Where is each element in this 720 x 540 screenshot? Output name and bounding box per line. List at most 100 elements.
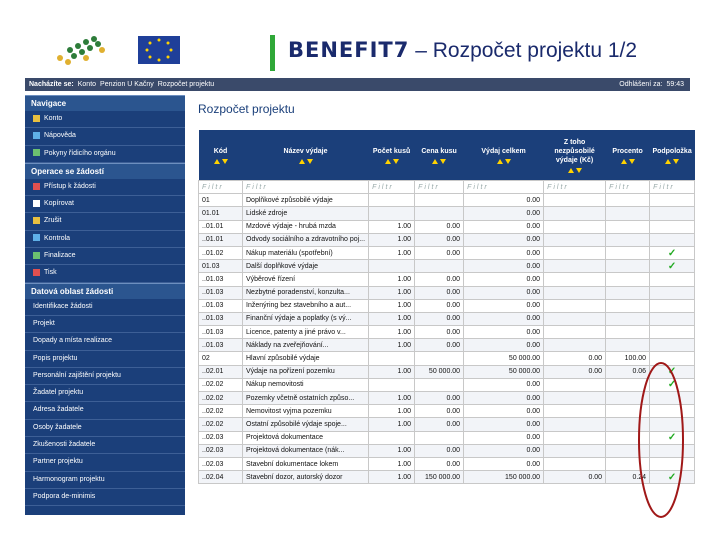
sidebar-item-label: Kopírovat	[44, 200, 74, 208]
sidebar-item[interactable]: Konto	[25, 111, 185, 129]
table-row[interactable]: 02 Hlavní způsobilé výdaje 50 000.00 0.00 10…	[198, 351, 696, 366]
column-header[interactable]: Výdaj celkem	[463, 130, 544, 181]
table-row[interactable]: ..01.03 Nezbytné poradenství, konzulta...…	[198, 285, 696, 300]
table-row[interactable]: ..02.01 Výdaje na pořízení pozemku 1.00 50 …	[198, 364, 696, 379]
cell: 1.00	[368, 219, 416, 234]
breadcrumb-item[interactable]: Penzion U Kačny	[100, 81, 154, 88]
cell: ..01.03	[198, 325, 243, 340]
table-row[interactable]: ..01.03 Výběrové řízení 1.00 0.00 0.00	[198, 272, 696, 287]
sidebar-item[interactable]: Projekt	[25, 316, 185, 334]
filter-input[interactable]: Filtr	[605, 179, 651, 195]
filter-input[interactable]: Filtr	[414, 179, 465, 195]
table-row[interactable]: ..02.04 Stavební dozor, autorský dozor 1.0…	[198, 470, 696, 485]
column-header[interactable]: Z toho nezpůsobilé výdaje (Kč)	[543, 130, 606, 181]
sidebar-item[interactable]: Adresa žadatele	[25, 402, 185, 420]
filter-input[interactable]: Filtr	[463, 179, 545, 195]
sidebar-item[interactable]: Žadatel projektu	[25, 385, 185, 403]
cell	[649, 311, 696, 327]
table-row[interactable]: ..01.03 Náklady na zveřejňování... 1.00 0.0…	[198, 338, 696, 353]
table-row[interactable]: ..01.01 Odvody sociálního a zdravotního p…	[198, 232, 696, 247]
column-header[interactable]: Počet kusů	[368, 130, 415, 181]
column-header[interactable]: Název výdaje	[242, 130, 369, 181]
filter-row: Filtr Filtr Filtr Filtr Filtr Filtr Filtr Filtr	[198, 179, 696, 195]
column-header[interactable]: Procento	[605, 130, 650, 181]
cell: 0.00	[463, 272, 545, 287]
cell	[368, 193, 416, 208]
cell: 1.00	[368, 272, 416, 287]
table-row[interactable]: ..02.03 Stavební dokumentace lokem 1.00 0.0…	[198, 456, 696, 472]
table-row[interactable]: 01.01 Lidské zdroje 0.00	[198, 206, 696, 221]
filter-input[interactable]: Filtr	[241, 179, 370, 195]
sort-arrows[interactable]	[664, 158, 680, 164]
sidebar-item[interactable]: Kontrola	[25, 231, 185, 249]
cell: 0.00	[463, 377, 545, 393]
table-row[interactable]: ..02.02 Nemovitost vyjma pozemku 1.00 0.00 0…	[198, 404, 696, 419]
sidebar-item[interactable]: Identifikace žádosti	[25, 299, 185, 316]
sort-arrows[interactable]	[620, 158, 636, 164]
sort-arrows[interactable]	[298, 158, 314, 164]
sort-arrows[interactable]	[496, 158, 512, 164]
sidebar-item[interactable]: Podpora de-minimis	[25, 489, 185, 507]
sidebar-item[interactable]: Tisk	[25, 265, 185, 283]
sort-arrows[interactable]	[384, 158, 400, 164]
cell	[605, 232, 651, 247]
subtitle: – Rozpočet projektu 1/2	[415, 39, 638, 62]
table-row[interactable]: 01 Doplňkové způsobilé výdaje 0.00	[198, 193, 696, 208]
cell	[543, 298, 607, 313]
breadcrumb-item[interactable]: Konto	[77, 81, 97, 88]
sidebar-item[interactable]: Finalizace	[25, 248, 185, 266]
cell	[605, 272, 651, 287]
table-row[interactable]: ..01.01 Mzdové výdaje - hrubá mzda 1.00 0.0…	[198, 219, 696, 234]
column-header[interactable]: Podpoložka	[649, 130, 695, 181]
budget-table: Kód Název výdaje Počet kusů Cena kusu Výdaj …	[198, 130, 696, 485]
breadcrumb: Nacházíte se: Konto Penzion U Kačny Rozpoče…	[25, 78, 690, 91]
sidebar-item[interactable]: Pokyny řídicího orgánu	[25, 146, 185, 163]
cell	[368, 206, 416, 221]
table-row[interactable]: ..02.02 Ostatní způsobilé výdaje spoje...…	[198, 417, 696, 432]
filter-input[interactable]: Filtr	[543, 179, 607, 195]
sidebar-item[interactable]: Zkušenosti žadatele	[25, 437, 185, 455]
sort-arrows[interactable]	[213, 158, 229, 164]
table-row[interactable]: ..02.03 Projektová dokumentace 0.00 ✓	[198, 430, 696, 445]
cell: 0.00	[543, 364, 607, 379]
table-row[interactable]: ..01.03 Licence, patenty a jiné právo v..…	[198, 325, 696, 340]
column-header[interactable]: Kód	[198, 130, 243, 181]
breadcrumb-label: Nacházíte se:	[29, 81, 74, 88]
sidebar-section: Operace se žádostí	[25, 162, 185, 179]
table-row[interactable]: ..02.02 Pozemky včetně ostatních způso...…	[198, 390, 696, 406]
sidebar-item[interactable]: Přístup k žádosti	[25, 179, 185, 197]
sidebar-item[interactable]: Partner projektu	[25, 454, 185, 472]
cell	[543, 232, 607, 247]
sidebar-item[interactable]: Popis projektu	[25, 351, 185, 368]
cell	[649, 325, 696, 340]
table-row[interactable]: 01.03 Další doplňkové výdaje 0.00 ✓	[198, 259, 696, 274]
highlight-ellipse	[638, 362, 684, 518]
sidebar-item[interactable]: Nápověda	[25, 128, 185, 146]
filter-input[interactable]: Filtr	[198, 179, 243, 195]
sidebar-item[interactable]: Kopírovat	[25, 196, 185, 214]
cell: Ostatní způsobilé výdaje spoje...	[241, 417, 370, 432]
sidebar-item[interactable]: Harmonogram projektu	[25, 472, 185, 489]
column-header[interactable]: Cena kusu	[414, 130, 464, 181]
sidebar-item[interactable]: Dopady a místa realizace	[25, 333, 185, 351]
table-row[interactable]: ..01.03 Finanční výdaje a poplatky (s vý.…	[198, 311, 696, 327]
cell	[368, 259, 416, 274]
table-row[interactable]: ..02.02 Nákup nemovitosti 0.00 ✓	[198, 377, 696, 393]
breadcrumb-item[interactable]: Rozpočet projektu	[157, 81, 215, 88]
filter-input[interactable]: Filtr	[649, 179, 696, 195]
cell: Nákup nemovitosti	[241, 377, 370, 393]
cell: 1.00	[368, 325, 416, 340]
sidebar-item-label: Adresa žadatele	[33, 406, 84, 414]
sort-arrows[interactable]	[431, 158, 447, 164]
cell	[543, 430, 607, 445]
cell: 1.00	[368, 443, 416, 458]
table-row[interactable]: ..02.03 Projektová dokumentace (nák... 1.0…	[198, 443, 696, 458]
table-row[interactable]: ..01.03 Inženýring bez stavebního a aut..…	[198, 298, 696, 313]
sidebar-item[interactable]: Personální zajištění projektu	[25, 368, 185, 386]
sidebar-item[interactable]: Osoby žadatele	[25, 420, 185, 438]
sidebar-item[interactable]: Zrušit	[25, 213, 185, 231]
sort-arrows[interactable]	[567, 167, 583, 173]
table-row[interactable]: ..01.02 Nákup materiálu (spotřební) 1.00 0.…	[198, 245, 696, 261]
filter-input[interactable]: Filtr	[368, 179, 416, 195]
